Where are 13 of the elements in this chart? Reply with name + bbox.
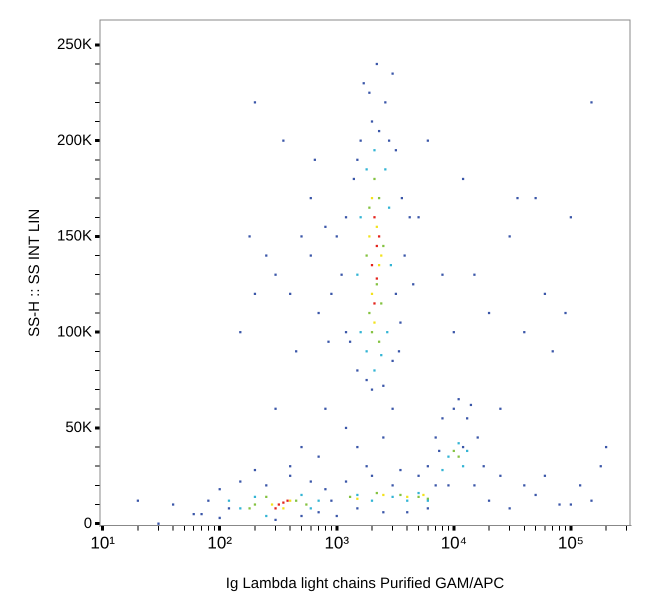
- x-tick-label: 10¹: [90, 533, 116, 552]
- y-tick-label: 150K: [56, 228, 92, 245]
- y-tick-label: 200K: [56, 132, 92, 149]
- y-tick-label: 0: [84, 514, 92, 532]
- y-tick-label: 250K: [56, 36, 92, 54]
- x-tick-label: 10⁵: [558, 533, 584, 552]
- x-tick-label: 10⁴: [440, 533, 467, 552]
- y-tick-label: 50K: [65, 419, 92, 436]
- y-tick-label: 100K: [56, 323, 92, 340]
- x-axis-title: Ig Lambda light chains Purified GAM/APC: [226, 575, 504, 592]
- x-tick-label: 10²: [207, 533, 232, 552]
- y-axis-title: SS-H :: SS INT LIN: [26, 208, 44, 337]
- x-tick-label: 10³: [324, 533, 350, 552]
